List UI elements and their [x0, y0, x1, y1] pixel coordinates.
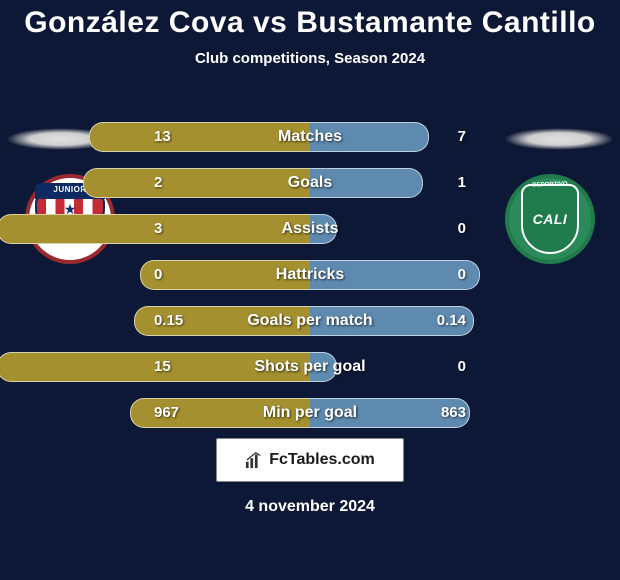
date-text: 4 november 2024	[245, 498, 375, 516]
metric-label: Assists	[282, 214, 339, 244]
value-right: 0	[446, 352, 478, 382]
metric-label: Goals	[288, 168, 332, 198]
metric-label: Shots per goal	[254, 352, 365, 382]
metric-label: Goals per match	[247, 306, 372, 336]
comparison-row: 0.15 0.14 Goals per match	[0, 306, 620, 336]
comparison-chart: 13 7 Matches 2 1 Goals 3 0 Assists 0 0 Hattricks 0.1…	[0, 122, 620, 444]
comparison-row: 2 1 Goals	[0, 168, 620, 198]
value-left: 15	[142, 352, 183, 382]
value-right: 1	[446, 168, 478, 198]
value-left: 0	[142, 260, 174, 290]
value-right: 0	[446, 214, 478, 244]
value-right: 863	[429, 398, 478, 428]
comparison-row: 3 0 Assists	[0, 214, 620, 244]
page-title: González Cova vs Bustamante Cantillo	[0, 6, 620, 40]
metric-label: Hattricks	[276, 260, 344, 290]
value-left: 3	[142, 214, 174, 244]
value-left: 13	[142, 122, 183, 152]
value-right: 0.14	[425, 306, 478, 336]
chart-icon	[245, 451, 263, 469]
subtitle: Club competitions, Season 2024	[0, 50, 620, 67]
comparison-row: 0 0 Hattricks	[0, 260, 620, 290]
value-left: 967	[142, 398, 191, 428]
comparison-row: 967 863 Min per goal	[0, 398, 620, 428]
bar-left	[89, 122, 310, 152]
bar-left	[83, 168, 310, 198]
comparison-row: 13 7 Matches	[0, 122, 620, 152]
value-left: 0.15	[142, 306, 195, 336]
value-right: 0	[446, 260, 478, 290]
source-logo: FcTables.com	[216, 438, 404, 482]
metric-label: Matches	[278, 122, 342, 152]
value-left: 2	[142, 168, 174, 198]
comparison-row: 15 0 Shots per goal	[0, 352, 620, 382]
source-logo-text: FcTables.com	[269, 451, 375, 469]
value-right: 7	[446, 122, 478, 152]
comparison-infographic: González Cova vs Bustamante Cantillo Clu…	[0, 0, 620, 580]
metric-label: Min per goal	[263, 398, 357, 428]
